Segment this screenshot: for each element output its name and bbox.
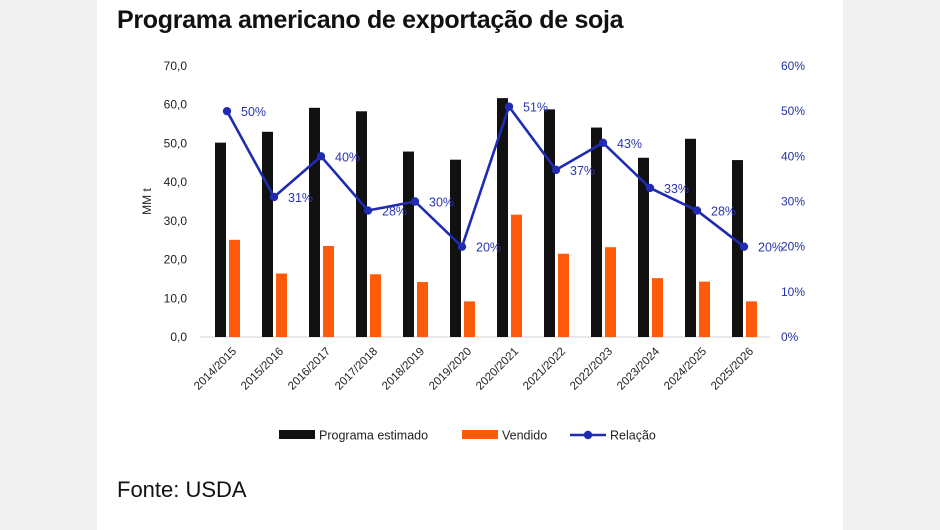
y-tick-label: 60,0 [164,98,188,112]
bar-programa-estimado [732,160,743,337]
data-label-relacao: 40% [335,150,360,164]
bar-vendido [417,282,428,337]
bar-programa-estimado [403,151,414,337]
point-relacao [316,152,326,161]
data-label-relacao: 28% [711,205,736,219]
y-tick-label: 0,0 [170,330,187,344]
data-label-relacao: 20% [476,241,501,255]
x-tick-label: 2015/2016 [239,346,286,393]
bar-vendido [699,281,710,337]
legend-label-vendido: Vendido [502,429,547,443]
y2-tick-label: 50% [781,104,805,118]
bar-programa-estimado [497,98,508,337]
x-tick-label: 2016/2017 [286,346,333,393]
point-relacao [551,165,561,175]
bar-vendido [276,273,287,337]
data-label-relacao: 43% [617,137,642,151]
data-label-relacao: 37% [570,164,595,178]
y2-tick-label: 60% [781,59,805,73]
data-label-relacao: 30% [429,196,454,210]
point-relacao [269,192,279,202]
point-relacao [692,206,702,215]
bar-programa-estimado [215,142,226,337]
bar-vendido [605,247,616,337]
legend-label-programa-estimado: Programa estimado [319,429,428,443]
data-label-relacao: 28% [382,205,407,219]
line-relacao [225,105,745,248]
data-label-relacao: 50% [241,105,266,119]
bar-vendido [511,214,522,337]
bar-vendido [464,301,475,337]
legend-swatch-programa-estimado [279,430,315,439]
legend-label-relacao: Relação [610,429,656,443]
y2-tick-label: 10% [781,285,805,299]
bar-programa-estimado [450,159,461,337]
x-tick-label: 2019/2020 [427,346,474,393]
x-tick-label: 2017/2018 [333,346,380,393]
point-relacao [598,138,608,147]
data-label-relacao: 31% [288,191,313,205]
legend-swatch-vendido [462,430,498,439]
bar-vendido [229,239,240,337]
bar-vendido [746,301,757,337]
source-note: Fonte: USDA [117,477,247,502]
bar-programa-estimado [544,109,555,337]
y-tick-label: 30,0 [164,214,188,228]
bar-programa-estimado [309,107,320,337]
x-tick-label: 2022/2023 [568,346,615,393]
point-relacao [457,242,467,251]
bar-vendido [323,246,334,337]
point-relacao [410,197,420,206]
x-tick-label: 2018/2019 [380,346,427,393]
x-tick-label: 2025/2026 [709,346,756,393]
bar-vendido [558,253,569,337]
x-tick-label: 2021/2022 [521,346,568,393]
x-tick-label: 2014/2015 [192,346,239,393]
x-tick-label: 2020/2021 [474,346,521,393]
chart-title: Programa americano de exportação de soja [117,6,624,34]
x-tick-label: 2023/2024 [615,345,662,392]
data-label-relacao: 33% [664,182,689,196]
bar-programa-estimado [591,127,602,337]
y-tick-label: 50,0 [164,136,188,150]
bar-programa-estimado [685,138,696,337]
bar-vendido [370,274,381,337]
point-relacao [222,106,232,116]
y2-tick-label: 40% [781,149,805,163]
y2-tick-label: 0% [781,330,799,344]
point-relacao [504,102,514,111]
y2-tick-label: 30% [781,195,805,209]
data-label-relacao: 20% [758,241,783,255]
point-relacao [739,242,749,251]
legend-marker-relacao [583,430,593,440]
data-label-relacao: 51% [523,101,548,115]
y-tick-label: 40,0 [164,175,188,189]
y-tick-label: 20,0 [164,253,188,267]
y-tick-label: 10,0 [164,291,188,305]
x-tick-label: 2024/2025 [662,346,709,393]
bar-vendido [652,278,663,337]
y-axis-label: MM t [140,188,154,215]
y2-tick-label: 20% [781,240,805,254]
y-tick-label: 70,0 [164,59,188,73]
point-relacao [363,206,373,215]
bar-programa-estimado [262,131,273,337]
point-relacao [645,183,655,193]
bar-programa-estimado [638,157,649,337]
bar-programa-estimado [356,111,367,337]
